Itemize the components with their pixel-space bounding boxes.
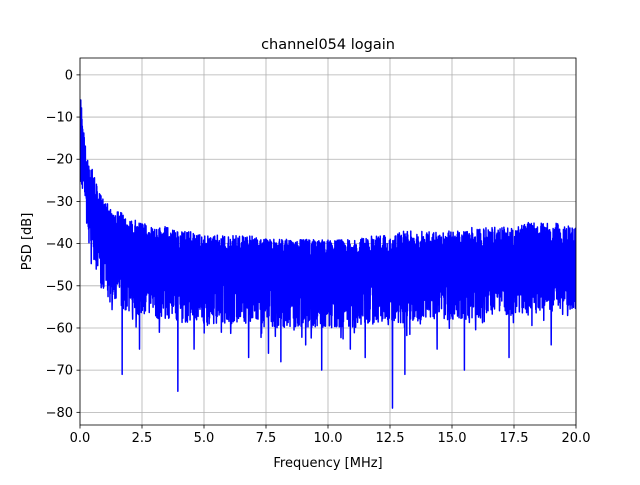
y-tick-label: −70 [46,364,73,379]
y-tick-label: −30 [46,195,73,210]
x-tick-label: 20.0 [562,431,591,446]
y-tick-label: −80 [46,406,73,421]
x-tick-label: 17.5 [500,431,529,446]
x-tick-label: 7.5 [256,431,277,446]
chart-title: channel054 logain [261,37,395,53]
x-tick-label: 2.5 [132,431,153,446]
y-tick-label: −50 [46,279,73,294]
x-tick-label: 12.5 [376,431,405,446]
y-axis-ticks: 0 −10 −20 −30 −40 −50 −60 −70 −80 [46,68,80,421]
x-axis-ticks: 0.0 2.5 5.0 7.5 10.0 12.5 15.0 17.5 20.0 [70,425,591,446]
y-tick-label: −60 [46,321,73,336]
y-tick-label: 0 [65,68,73,83]
y-tick-label: −10 [46,111,73,126]
x-axis-label: Frequency [MHz] [273,456,382,471]
x-tick-label: 10.0 [314,431,343,446]
x-tick-label: 0.0 [70,431,91,446]
y-tick-label: −20 [46,153,73,168]
x-tick-label: 15.0 [438,431,467,446]
plot-area [80,99,576,409]
y-tick-label: −40 [46,237,73,252]
psd-series-line [80,99,576,409]
y-axis-label: PSD [dB] [20,213,35,271]
x-tick-label: 5.0 [194,431,215,446]
